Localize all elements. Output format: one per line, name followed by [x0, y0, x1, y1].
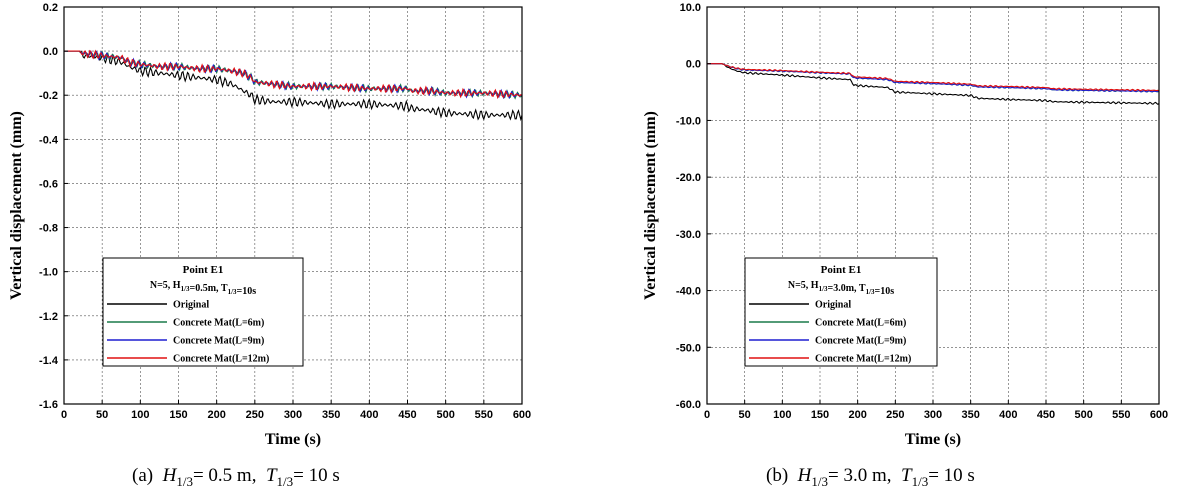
legend: Point E1 N=5, H1/3=3.0m, T1/3=10s Original… [744, 257, 938, 367]
x-tick-label: 50 [96, 409, 108, 421]
y-tick-label: -50.0 [676, 342, 701, 354]
y-tick-label: -1.4 [39, 355, 59, 367]
y-tick-label: -0.8 [39, 223, 58, 235]
legend-label: Original [173, 300, 209, 311]
legend-subtitle: N=5, H1/3=0.5m, T1/3=10s [150, 280, 256, 297]
y-axis-title: Vertical displacement (mm) [8, 111, 25, 300]
y-tick-label: -0.2 [39, 90, 58, 102]
x-tick-label: 250 [246, 409, 264, 421]
x-tick-label: 0 [704, 409, 710, 421]
x-tick-label: 550 [475, 409, 493, 421]
legend-label: Original [815, 300, 851, 311]
y-tick-label: -30.0 [676, 229, 701, 241]
x-tick-label: 500 [436, 409, 454, 421]
x-tick-label: 250 [886, 409, 904, 421]
y-tick-label: -1.0 [39, 267, 58, 279]
x-tick-label: 450 [398, 409, 416, 421]
x-tick-label: 200 [848, 409, 866, 421]
y-tick-label: 0.0 [43, 46, 58, 58]
x-tick-label: 600 [513, 409, 531, 421]
legend-title: Point E1 [183, 264, 224, 276]
x-axis-title: Time (s) [905, 431, 961, 448]
chart-panel-b: 0 50 100 150 200 250 300 350 400 450 500 550 600 10.0… [600, 0, 1178, 502]
x-tick-label: 100 [773, 409, 791, 421]
y-tick-label: -60.0 [676, 399, 701, 411]
series-line-concrete-mat-l-12m- [64, 49, 523, 100]
x-tick-label: 600 [1150, 409, 1168, 421]
y-tick-label: 0.0 [686, 59, 701, 71]
legend-box [102, 257, 304, 367]
y-tick-label: 0.2 [43, 2, 58, 14]
legend-label: Concrete Mat(L=12m) [815, 354, 911, 365]
x-tick-label: 350 [322, 409, 340, 421]
chart-a-svg: 0 50 100 150 200 250 300 350 400 450 500 550 600 0.2 0… [8, 2, 531, 448]
x-tick-label: 350 [961, 409, 979, 421]
chart-panel-a: 0 50 100 150 200 250 300 350 400 450 500 550 600 0.2 0… [0, 0, 580, 502]
chart-b-svg: 0 50 100 150 200 250 300 350 400 450 500 550 600 10.0… [642, 2, 1168, 448]
series-line-original [64, 50, 523, 122]
caption-b: (b) H1/3= 3.0 m, T1/3= 10 s [766, 465, 975, 489]
y-tick-label: 10.0 [680, 2, 701, 14]
x-tick-label: 450 [1037, 409, 1055, 421]
legend-box [744, 257, 938, 367]
x-axis-title: Time (s) [265, 431, 321, 448]
caption-a-prefix: (a) [132, 465, 154, 486]
legend-label: Concrete Mat(L=6m) [173, 318, 264, 329]
legend: Point E1 N=5, H1/3=0.5m, T1/3=10s Original… [102, 257, 304, 367]
y-tick-label: -0.6 [39, 178, 58, 190]
y-tick-label: -1.6 [39, 399, 58, 411]
x-tick-label: 400 [360, 409, 378, 421]
x-tick-label: 50 [739, 409, 751, 421]
x-tick-label: 100 [131, 409, 149, 421]
x-tick-label: 400 [999, 409, 1017, 421]
legend-label: Concrete Mat(L=6m) [815, 318, 906, 329]
legend-label: Concrete Mat(L=12m) [173, 354, 269, 365]
series-line-original [707, 63, 1160, 105]
legend-title: Point E1 [821, 264, 862, 276]
x-tick-label: 300 [284, 409, 302, 421]
y-tick-label: -0.4 [39, 134, 59, 146]
x-tick-label: 300 [924, 409, 942, 421]
y-tick-label: -40.0 [676, 286, 701, 298]
x-tick-label: 200 [207, 409, 225, 421]
y-axis-title: Vertical displacement (mm) [642, 111, 659, 300]
legend-label: Concrete Mat(L=9m) [815, 336, 906, 347]
y-tick-label: -10.0 [676, 115, 701, 127]
caption-a: (a) H1/3= 0.5 m, T1/3= 10 s [132, 465, 340, 489]
x-tick-label: 0 [61, 409, 67, 421]
x-tick-label: 150 [811, 409, 829, 421]
x-tick-label: 150 [169, 409, 187, 421]
legend-subtitle: N=5, H1/3=3.0m, T1/3=10s [788, 280, 894, 297]
series-line-concrete-mat-l-12m- [707, 63, 1160, 92]
x-tick-label: 500 [1074, 409, 1092, 421]
x-tick-label: 550 [1112, 409, 1130, 421]
y-tick-label: -1.2 [39, 311, 58, 323]
legend-label: Concrete Mat(L=9m) [173, 336, 264, 347]
caption-b-prefix: (b) [766, 465, 789, 486]
y-tick-label: -20.0 [676, 172, 701, 184]
